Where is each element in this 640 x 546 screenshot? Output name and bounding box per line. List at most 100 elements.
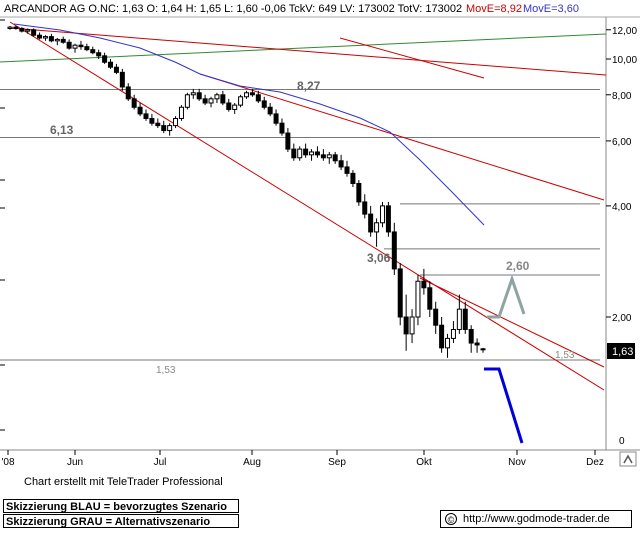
candle-body: [226, 102, 232, 110]
candle-body: [31, 29, 37, 36]
candle-body: [320, 154, 326, 159]
label-153-right: 1,53: [555, 350, 575, 361]
candle-body: [456, 308, 462, 330]
candle-body: [13, 26, 19, 29]
candle-body: [143, 113, 149, 119]
scroll-arrow-icon[interactable]: [619, 451, 637, 467]
x-tick-label: Jul: [154, 457, 167, 468]
y-tick-label: 10,00: [612, 55, 637, 66]
candle-body: [155, 122, 161, 127]
moving-average-blue: [13, 23, 485, 226]
candle-body: [54, 38, 60, 42]
candle-body: [119, 71, 125, 88]
candle-body: [379, 205, 385, 224]
candle-body: [279, 122, 285, 134]
candle-body: [90, 49, 96, 54]
candle-body: [161, 125, 167, 132]
candle-body: [84, 46, 90, 51]
last-price-box: [607, 343, 635, 359]
candle-body: [374, 222, 380, 233]
candle-body: [113, 66, 119, 73]
trendline-green: [0, 33, 607, 63]
candle-body: [214, 94, 220, 100]
candle-body: [66, 41, 72, 49]
candle-body: [137, 106, 143, 115]
copyright-icon: ©: [445, 513, 457, 525]
candle-body: [108, 61, 114, 68]
candle-body: [255, 94, 261, 102]
trendline-red: [199, 73, 605, 201]
candle-body: [190, 92, 196, 96]
label-260: 2,60: [506, 259, 530, 273]
candle-body: [238, 96, 244, 106]
candle-body: [102, 55, 108, 63]
candle-body: [385, 205, 391, 233]
header-quote: C: 1,63 O: 1,64 H: 1,65 L: 1,60 -0,06 Tc…: [108, 3, 462, 15]
candle-body: [403, 316, 409, 335]
scenario-gray-path: [487, 274, 526, 319]
candle-body: [285, 132, 291, 150]
y-tick-label: 0: [619, 436, 625, 447]
candle-body: [303, 148, 309, 156]
candle-body: [37, 34, 43, 39]
candle-body: [48, 36, 54, 42]
candle-body: [60, 38, 66, 43]
candle-body: [433, 308, 439, 326]
y-tick-label: 2,00: [612, 313, 632, 324]
trendline-red: [419, 277, 605, 368]
x-tick-label: Okt: [416, 457, 432, 468]
candle-body: [267, 106, 273, 115]
candle-body: [326, 154, 332, 159]
candle-body: [415, 280, 421, 318]
x-tick-label: '08: [1, 457, 14, 468]
header-move-red: MovE=8,92: [466, 3, 522, 15]
header-name: ARCANDOR AG O.N.: [4, 3, 111, 15]
candle-body: [72, 44, 78, 49]
label-613: 6,13: [50, 123, 74, 137]
candle-body: [468, 328, 474, 344]
candle-body: [445, 337, 451, 349]
candle-body: [173, 117, 179, 127]
candle-body: [196, 92, 202, 100]
x-tick-label: Nov: [508, 457, 526, 468]
y-tick-label: 4,00: [612, 202, 632, 213]
candle-body: [474, 342, 480, 346]
candle-body: [19, 27, 25, 32]
candle-body: [332, 154, 338, 162]
candle-body: [7, 26, 13, 29]
candle-body: [244, 92, 249, 98]
candle-body: [25, 29, 31, 32]
y-tick-label: 12,00: [612, 26, 637, 37]
candle-body: [184, 94, 190, 108]
candle-body: [291, 148, 297, 159]
x-tick-label: Sep: [328, 457, 346, 468]
candle-body: [397, 268, 403, 318]
candle-body: [480, 348, 486, 351]
candle-body: [249, 92, 255, 96]
candle-body: [297, 148, 303, 159]
last-price-label: 1,63: [612, 346, 633, 358]
scenario-blue-path: [484, 367, 524, 444]
trendline-red: [9, 21, 605, 391]
source-link[interactable]: © http://www.godmode-trader.de: [440, 510, 632, 528]
source-url[interactable]: http://www.godmode-trader.de: [463, 513, 610, 525]
candle-body: [368, 213, 374, 233]
candle-body: [202, 98, 208, 104]
candle-body: [232, 104, 238, 110]
candle-body: [125, 86, 131, 100]
x-tick-label: Aug: [243, 457, 261, 468]
candle-body: [314, 151, 320, 156]
y-tick-label: 6,00: [612, 137, 632, 148]
candle-body: [42, 36, 48, 39]
candle-body: [167, 125, 173, 132]
chart-credit: Chart erstellt mit TeleTrader Profession…: [24, 476, 223, 488]
candle-body: [96, 52, 102, 57]
candle-body: [149, 117, 155, 124]
label-827: 8,27: [297, 79, 321, 93]
legend-gray: Skizzierung GRAU = Alternativszenario: [3, 514, 239, 528]
header-move-blue: MovE=3,60: [523, 3, 579, 15]
candle-body: [427, 287, 433, 310]
trendline-red: [339, 37, 485, 79]
legend-blue: Skizzierung BLAU = bevorzugtes Szenario: [3, 499, 239, 513]
